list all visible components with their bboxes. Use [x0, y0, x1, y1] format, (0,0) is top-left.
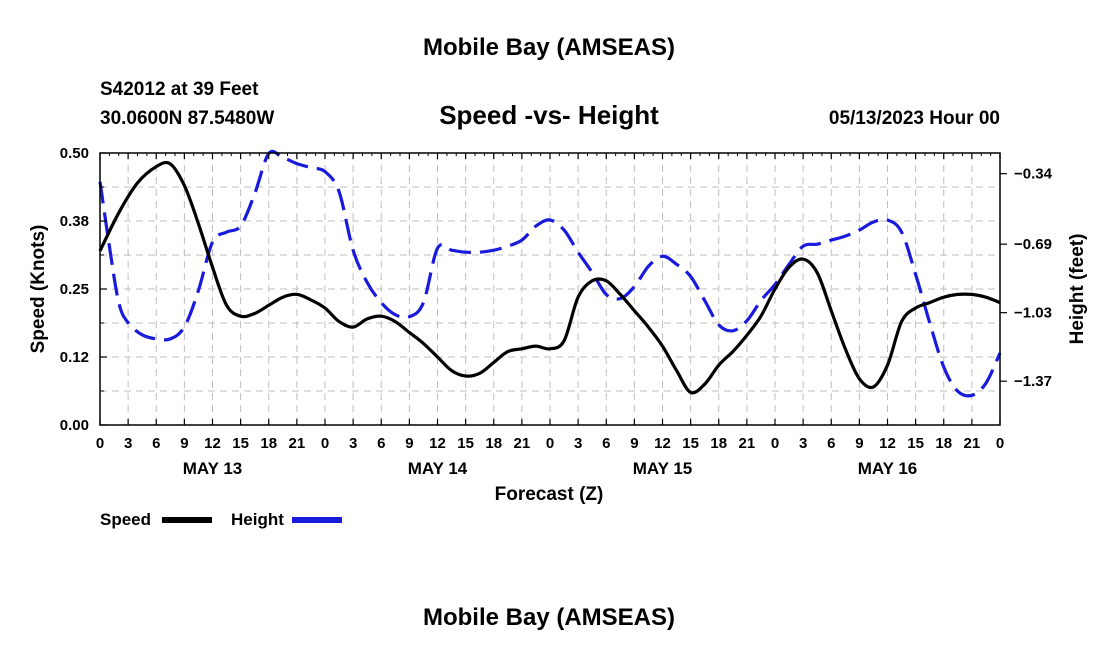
axes: 0 3 6 9 12 15 18 21 0 3 6 9 12 15 18 21 0 3 6 9 12 15 18 21 0 3 6 9…: [60, 145, 1053, 478]
y2-tick-label: −0.34: [1014, 166, 1053, 183]
legend-height-label: Height: [231, 510, 284, 529]
x-tick-label: 6: [152, 435, 160, 452]
x-tick-label: 12: [429, 435, 446, 452]
day-label: MAY 16: [858, 459, 918, 478]
x-tick-label: 15: [457, 435, 474, 452]
chart-title: Mobile Bay (AMSEAS): [423, 34, 675, 61]
x-tick-label: 9: [855, 435, 863, 452]
x-tick-label: 18: [935, 435, 952, 452]
x-tick-label: 0: [546, 435, 554, 452]
x-tick-label: 3: [124, 435, 132, 452]
x-tick-label: 15: [907, 435, 924, 452]
y-tick-label: 0.25: [60, 281, 89, 298]
x-tick-label: 15: [232, 435, 249, 452]
x-tick-label: 21: [289, 435, 306, 452]
y2-tick-label: −0.69: [1014, 236, 1052, 253]
x-tick-label: 12: [879, 435, 896, 452]
x-tick-label: 18: [485, 435, 502, 452]
x-tick-label: 3: [349, 435, 357, 452]
x-tick-label: 9: [630, 435, 638, 452]
station-label: S42012 at 39 Feet: [100, 79, 259, 100]
x-tick-label: 18: [710, 435, 727, 452]
y2-tick-label: −1.37: [1014, 373, 1052, 390]
y-tick-label: 0.12: [60, 349, 89, 366]
series-layer: [98, 149, 1002, 398]
day-label: MAY 14: [408, 459, 468, 478]
x-tick-label: 3: [574, 435, 582, 452]
y-tick-label: 0.50: [60, 145, 89, 162]
x-tick-label: 6: [602, 435, 610, 452]
legend-speed-label: Speed: [100, 510, 151, 529]
x-tick-label: 6: [377, 435, 385, 452]
x-axis-label: Forecast (Z): [495, 484, 604, 505]
x-tick-label: 21: [739, 435, 756, 452]
header: Mobile Bay (AMSEAS) S42012 at 39 Feet 30…: [100, 34, 1000, 130]
y-axis-label: Speed (Knots): [28, 225, 49, 354]
x-tick-label: 0: [96, 435, 104, 452]
x-tick-label: 15: [682, 435, 699, 452]
x-tick-label: 0: [996, 435, 1004, 452]
coordinates-label: 30.0600N 87.5480W: [100, 108, 274, 129]
x-tick-label: 18: [260, 435, 277, 452]
forecast-datetime: 05/13/2023 Hour 00: [829, 108, 1000, 129]
x-tick-label: 21: [964, 435, 981, 452]
chart-subtitle: Speed -vs- Height: [439, 100, 659, 130]
x-tick-label: 3: [799, 435, 807, 452]
x-tick-label: 12: [204, 435, 221, 452]
x-tick-label: 0: [321, 435, 329, 452]
day-label: MAY 13: [183, 459, 243, 478]
legend: Speed Height: [100, 510, 342, 529]
footer-title: Mobile Bay (AMSEAS): [423, 604, 675, 631]
y-tick-label: 0.38: [60, 213, 89, 230]
x-tick-label: 12: [654, 435, 671, 452]
day-label: MAY 15: [633, 459, 693, 478]
height-series-line: [98, 149, 1002, 398]
x-tick-label: 6: [827, 435, 835, 452]
x-tick-label: 9: [405, 435, 413, 452]
x-tick-label: 9: [180, 435, 188, 452]
y2-axis-label: Height (feet): [1067, 234, 1088, 345]
x-tick-label: 0: [771, 435, 779, 452]
y-tick-label: 0.00: [60, 417, 89, 434]
x-tick-label: 21: [514, 435, 531, 452]
speed-series-line: [98, 160, 1001, 395]
y2-tick-label: −1.03: [1014, 305, 1052, 322]
